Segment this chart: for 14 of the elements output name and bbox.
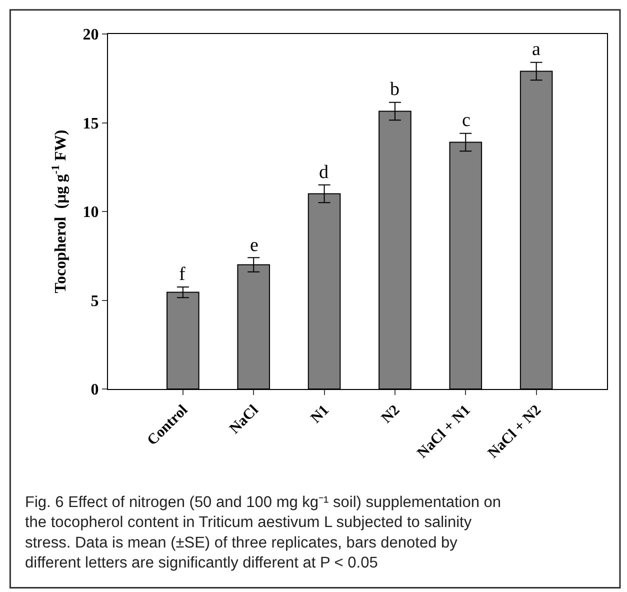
annotation: c [462,110,470,131]
annotation: b [390,79,400,100]
annotation: e [250,235,258,256]
y-tick-label: 20 [82,26,99,44]
y-tick-label: 10 [82,204,99,222]
annotation: f [179,264,186,285]
annotation: a [532,39,541,60]
x-tick-label: N2 [378,402,404,427]
y-tick-label: 15 [82,115,99,132]
annotation: d [319,162,329,183]
caption: Fig. 6 Effect of nitrogen (50 and 100 mg kg⁻¹ soil) supplementation on the tocopherol content in Triticum aestivum L subjected to salinity stress. Data is mean (±SE) of three replicates, bars denoted by different letters are significantly different at P < 0.05 [25,494,502,572]
x-tick-label: N1 [308,402,332,427]
y-tick-label: 0 [90,382,99,399]
y-tick-label: 5 [90,292,99,310]
